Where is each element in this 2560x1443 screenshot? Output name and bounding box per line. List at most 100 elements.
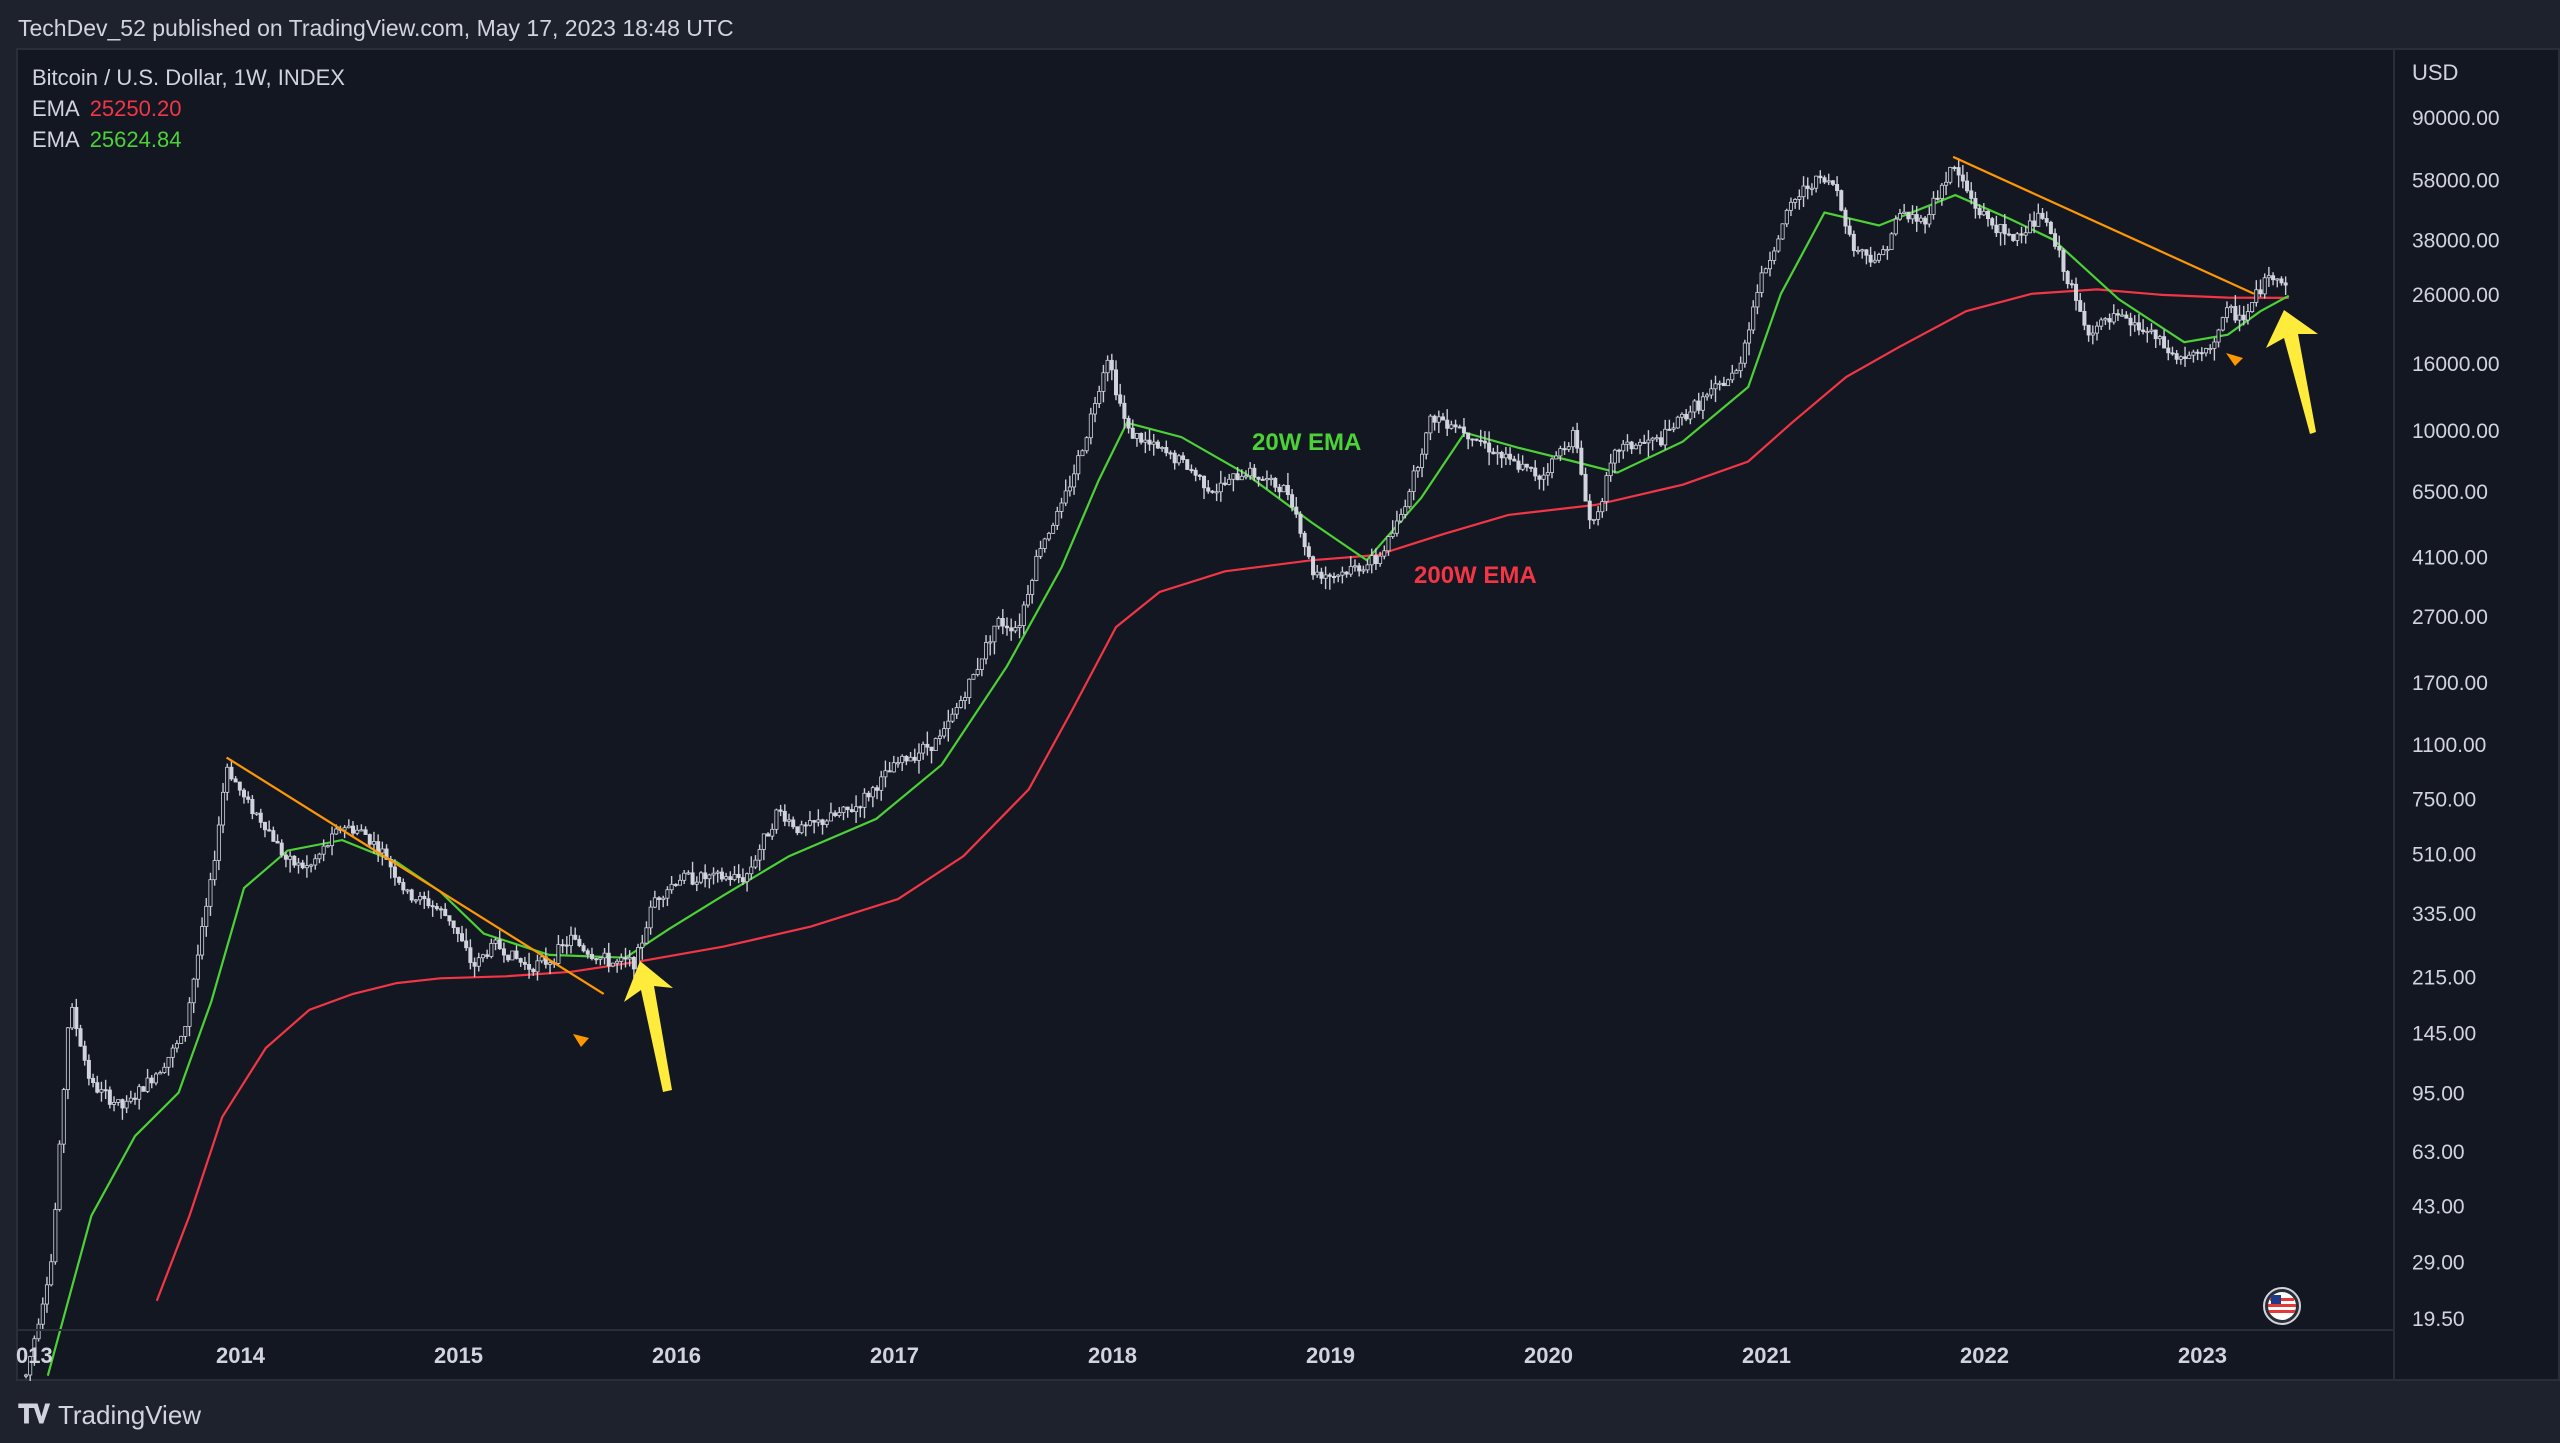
arrow-icon [624, 961, 673, 1092]
candle [1030, 578, 1035, 604]
candle [1214, 483, 1219, 502]
candle [1319, 567, 1324, 585]
candle [1407, 488, 1412, 509]
candle [44, 1276, 49, 1313]
candle [527, 952, 532, 979]
candle [1466, 432, 1471, 450]
candle [1403, 499, 1408, 519]
candle [1080, 449, 1085, 457]
candle [963, 691, 968, 710]
candle [1046, 531, 1051, 542]
candle [1298, 511, 1303, 538]
candle [1332, 572, 1337, 584]
candle [2136, 314, 2141, 336]
candle [1809, 183, 1814, 196]
candle [472, 957, 477, 978]
candle [1529, 466, 1534, 472]
candle [631, 956, 636, 979]
candle [954, 702, 959, 719]
candle [1562, 441, 1567, 456]
candle [2069, 279, 2074, 289]
candle [1336, 573, 1341, 583]
candle [711, 867, 716, 885]
candle [908, 752, 913, 762]
candle [1537, 474, 1542, 490]
candle [950, 708, 955, 723]
candle [1545, 463, 1550, 486]
candle [652, 890, 657, 909]
candle [1696, 392, 1701, 415]
candle [1814, 175, 1819, 193]
candle [1826, 173, 1831, 186]
candle [2124, 311, 2129, 319]
candle [1738, 356, 1743, 378]
candle [1512, 455, 1517, 462]
candle [459, 925, 464, 942]
candle [1663, 419, 1668, 450]
candle [405, 888, 410, 894]
candle [2107, 313, 2112, 330]
ema-200-legend[interactable]: EMA 25250.20 [32, 93, 345, 124]
candle [1877, 252, 1882, 264]
candle [1847, 218, 1852, 237]
candle [2061, 248, 2066, 281]
candle [946, 709, 951, 742]
candle [1860, 248, 1865, 259]
candle [1508, 447, 1513, 466]
us-flag-icon[interactable] [2263, 1287, 2301, 1325]
candle [2149, 323, 2154, 335]
candle [942, 721, 947, 739]
candle [1654, 434, 1659, 442]
candle [279, 839, 284, 858]
candle [870, 785, 875, 808]
candle [1621, 440, 1626, 459]
ema-20-legend[interactable]: EMA 25624.84 [32, 124, 345, 155]
candle [2166, 339, 2171, 361]
chart-panel[interactable] [16, 48, 2560, 1381]
candle [1281, 484, 1286, 493]
price-chart[interactable]: 20W EMA 200W EMA USD 90000.00 58000.00 380… [0, 0, 2560, 1381]
candle [1172, 450, 1177, 470]
candle [833, 810, 838, 818]
candle [1126, 415, 1131, 434]
ema-20-line[interactable] [46, 193, 2290, 1376]
candle [1134, 432, 1139, 447]
x-tick-label: 2020 [1524, 1343, 1573, 1368]
candle [1747, 322, 1752, 356]
candle [418, 891, 423, 905]
candle [1424, 431, 1429, 460]
symbol-title[interactable]: Bitcoin / U.S. Dollar, 1W, INDEX [32, 65, 345, 90]
candle [548, 959, 553, 975]
candle [162, 1062, 167, 1074]
arrow-icon [2266, 310, 2318, 434]
candle [145, 1068, 150, 1093]
candle [975, 657, 980, 677]
tradingview-logo[interactable]: 𝐓𝐕 TradingView [18, 1399, 201, 1431]
candle [2258, 279, 2263, 298]
candle [57, 1140, 62, 1212]
candle [1160, 446, 1165, 452]
candle [1441, 412, 1446, 421]
candle [1436, 410, 1441, 434]
candle [1604, 472, 1609, 512]
candle [233, 776, 238, 783]
candle [661, 895, 666, 908]
candle [967, 678, 972, 705]
ema-200-line[interactable] [155, 288, 2289, 1302]
candle [1768, 251, 1773, 277]
candle [1990, 217, 1995, 230]
candle [1101, 364, 1106, 403]
candle [99, 1081, 104, 1102]
candle [619, 953, 624, 970]
candle [1839, 189, 1844, 212]
candle [916, 743, 921, 774]
x-tick-label: 2023 [2178, 1343, 2227, 1368]
candle [1181, 452, 1186, 463]
candle [497, 930, 502, 950]
candle [1239, 469, 1244, 481]
ema-20-label: EMA [32, 127, 80, 152]
candle [1579, 440, 1584, 476]
candle [556, 935, 561, 967]
trendline[interactable] [225, 756, 605, 995]
trendline[interactable] [1952, 155, 2255, 295]
